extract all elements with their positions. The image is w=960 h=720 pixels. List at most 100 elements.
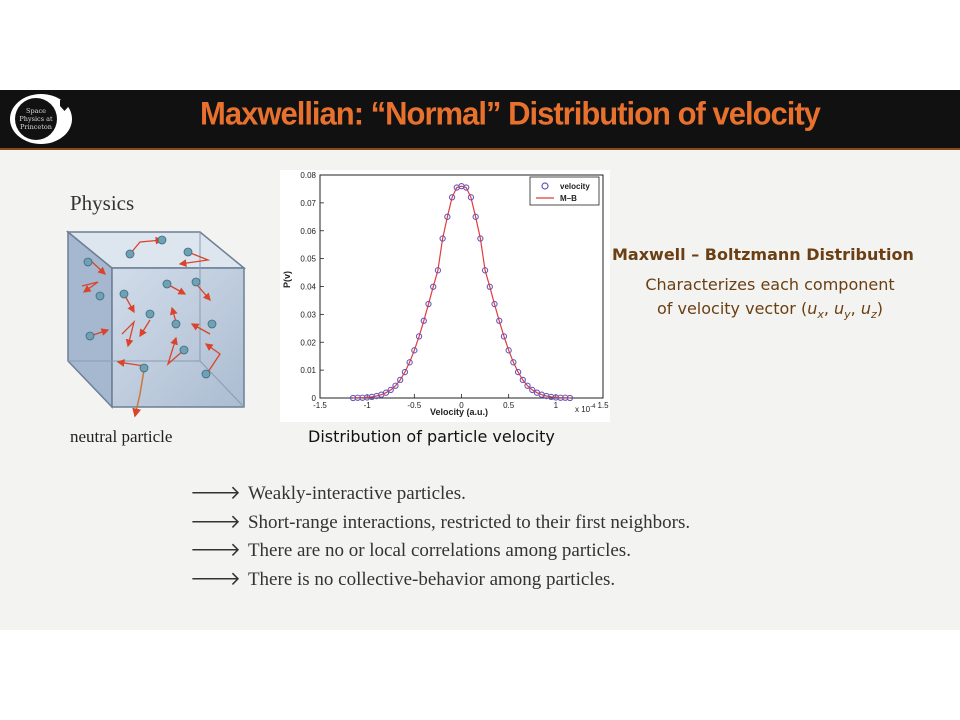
x-tick-label: -1 — [364, 401, 372, 410]
particle — [85, 331, 95, 341]
ux-subscript: x — [817, 308, 824, 322]
velocity-arrow — [197, 285, 211, 301]
y-tick-label: 0.04 — [300, 283, 316, 292]
plot-caption: Distribution of particle velocity — [308, 427, 555, 446]
velocity-point — [524, 382, 531, 389]
particle — [191, 277, 201, 287]
legend-label-mb: M–B — [560, 194, 577, 203]
cube-hidden-edge — [199, 360, 245, 408]
bullet-text: Short-range interactions, restricted to … — [247, 511, 691, 533]
velocity-point — [519, 376, 526, 384]
particle — [201, 369, 211, 379]
particle — [83, 257, 93, 267]
velocity-point — [382, 389, 390, 396]
arrow-icon: 🡒 — [190, 568, 241, 590]
velocity-arrow — [116, 359, 145, 367]
y-axis-label: P(v) — [282, 271, 292, 288]
velocity-point — [463, 184, 470, 191]
velocity-point — [505, 347, 512, 354]
particle — [145, 309, 155, 319]
particle — [207, 319, 217, 329]
uy-subscript: y — [844, 308, 851, 322]
velocity-arrow — [139, 319, 151, 338]
velocity-arrow — [166, 336, 185, 366]
logo-text-line: Physics at — [19, 115, 53, 123]
velocity-point — [514, 368, 522, 376]
uz-subscript: z — [870, 308, 877, 322]
velocity-arrow — [178, 251, 211, 267]
physics-label: Physics — [70, 191, 135, 215]
x-exponent-label: x 10-4 — [575, 404, 596, 414]
shield-icon — [60, 100, 69, 111]
mb-desc-suffix: ) — [876, 299, 884, 318]
velocity-point — [425, 300, 432, 308]
y-tick-label: 0.08 — [300, 171, 316, 180]
bullet-list: 🡒 Weakly-interactive particles. 🡒 Short-ra… — [190, 480, 690, 594]
logo-emblem: Space Physics at Princeton — [15, 98, 57, 140]
velocity-point — [566, 394, 574, 402]
logo-text-line: Space — [26, 107, 46, 115]
slide: Space Physics at Princeton Maxwellian: “… — [0, 90, 960, 630]
particle — [119, 289, 129, 299]
mb-description: Characterizes each component of velocity… — [612, 273, 928, 327]
velocity-arrow — [81, 281, 99, 293]
particle — [95, 291, 105, 301]
uz-symbol: u — [860, 299, 871, 318]
velocity-point — [481, 267, 489, 274]
x-tick-label: 1 — [554, 401, 559, 410]
chart-legend: velocity M–B — [529, 176, 600, 206]
velocity-markers — [349, 182, 574, 402]
velocity-point — [392, 382, 399, 389]
arrow-icon: 🡒 — [190, 540, 241, 561]
x-exponent-power: -4 — [590, 404, 596, 410]
y-tick-label: 0.05 — [300, 255, 316, 264]
particles — [83, 235, 217, 379]
bullet-text: Weakly-interactive particles. — [247, 483, 466, 504]
neutral-particle-label: neutral particle — [70, 427, 173, 446]
velocity-point — [510, 359, 517, 366]
particle — [157, 235, 167, 245]
velocity-point — [472, 213, 479, 220]
legend-box — [529, 176, 600, 206]
velocity-arrow — [129, 236, 164, 255]
velocity-point — [401, 368, 409, 376]
arrow-icon: 🡒 — [190, 483, 241, 504]
velocity-point — [448, 194, 456, 201]
bullet-item: 🡒 Short-range interactions, restricted to… — [190, 509, 690, 538]
particle — [171, 319, 181, 329]
uy-symbol: u — [834, 299, 845, 318]
bullet-text: There is no collective-behavior among pa… — [247, 568, 616, 590]
velocity-arrow — [121, 319, 136, 348]
ux-symbol: u — [807, 299, 818, 318]
mb-desc-prefix: of velocity vector ( — [656, 299, 808, 318]
velocity-point — [397, 376, 404, 384]
velocity-point — [491, 300, 498, 308]
x-axis-label: Velocity (a.u.) — [430, 407, 488, 417]
neutral-particle-pointer — [132, 369, 145, 418]
particle — [125, 249, 135, 259]
y-tick-label: 0.07 — [300, 199, 316, 208]
bullet-item: 🡒 There are no or local correlations amon… — [190, 537, 690, 566]
arrow-icon: 🡒 — [190, 511, 241, 533]
mb-desc-line1: Characterizes each component — [645, 275, 895, 294]
y-tick-label: 0 — [312, 394, 317, 403]
mb-desc-line2: of velocity vector (ux, uy, uz) — [656, 299, 884, 322]
header-bar: Space Physics at Princeton Maxwellian: “… — [0, 90, 960, 150]
particle — [162, 279, 172, 289]
velocity-point — [411, 347, 418, 354]
y-axis-ticks: 0 0.01 0.02 0.03 0.04 0.05 0.06 0.07 0.08 — [300, 171, 324, 403]
x-tick-label: 1.5 — [597, 401, 609, 410]
velocity-arrow — [89, 259, 106, 275]
particle — [179, 345, 189, 355]
slide-title: Maxwellian: “Normal” Distribution of vel… — [200, 95, 821, 132]
particle — [139, 363, 149, 373]
legend-marker-velocity — [541, 182, 549, 190]
velocity-point — [444, 213, 451, 220]
plot-background — [280, 170, 610, 422]
bullet-item: 🡒 There is no collective-behavior among p… — [190, 566, 690, 595]
velocity-point — [387, 386, 394, 394]
velocity-point — [420, 317, 427, 324]
velocity-point — [434, 267, 442, 274]
logo-text-line: Princeton — [20, 123, 52, 131]
velocity-point — [529, 386, 536, 394]
